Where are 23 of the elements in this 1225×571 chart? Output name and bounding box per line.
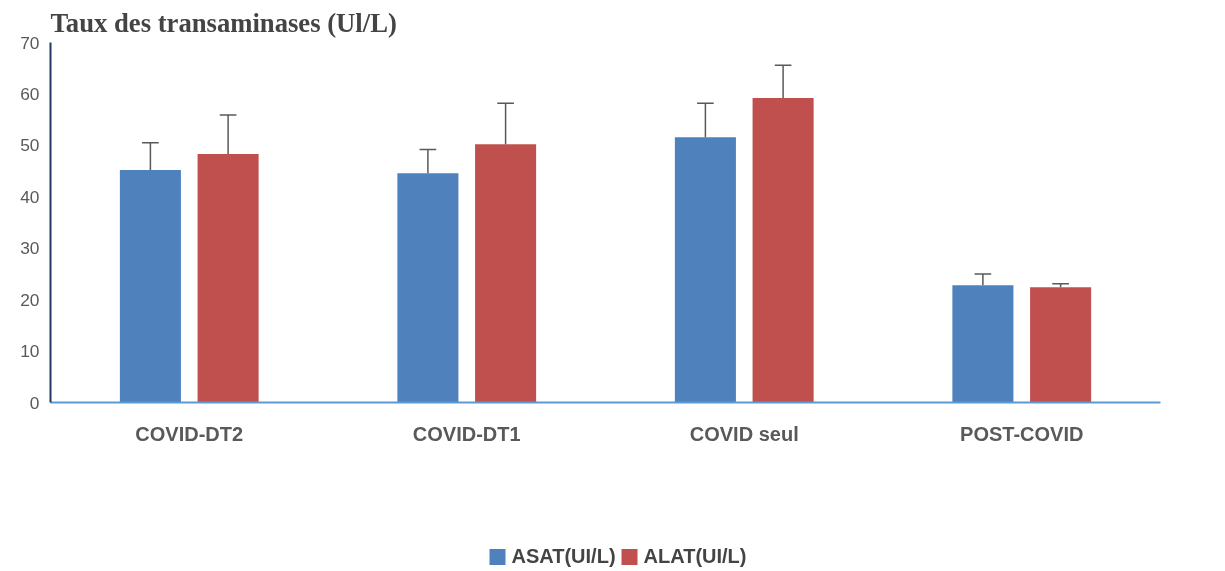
y-tick-label: 10	[20, 341, 40, 362]
chart-title: Taux des transaminases (Ul/L)	[50, 7, 397, 38]
y-tick-label: 40	[20, 186, 40, 207]
bar	[397, 173, 459, 403]
bar	[475, 144, 537, 403]
x-tick-label: POST-COVID	[960, 422, 1084, 445]
y-tick-label: 60	[20, 83, 40, 104]
y-tick-label: 70	[20, 32, 40, 53]
y-tick-label: 30	[20, 238, 40, 259]
y-tick-label: 50	[20, 135, 40, 156]
legend-label: ASAT(UI/L)	[511, 544, 616, 568]
bar	[1030, 287, 1092, 403]
x-tick-label: COVID-DT1	[412, 422, 521, 445]
x-tick-label: COVID-DT2	[135, 422, 244, 445]
bar	[197, 154, 259, 403]
x-tick-label: COVID seul	[689, 422, 799, 445]
bar	[752, 98, 814, 403]
y-tick-label: 20	[20, 289, 40, 310]
legend-label: ALAT(UI/L)	[643, 544, 747, 568]
bar	[952, 285, 1014, 403]
bar	[119, 170, 181, 403]
y-tick-label: 0	[29, 392, 40, 413]
bar	[674, 137, 736, 403]
